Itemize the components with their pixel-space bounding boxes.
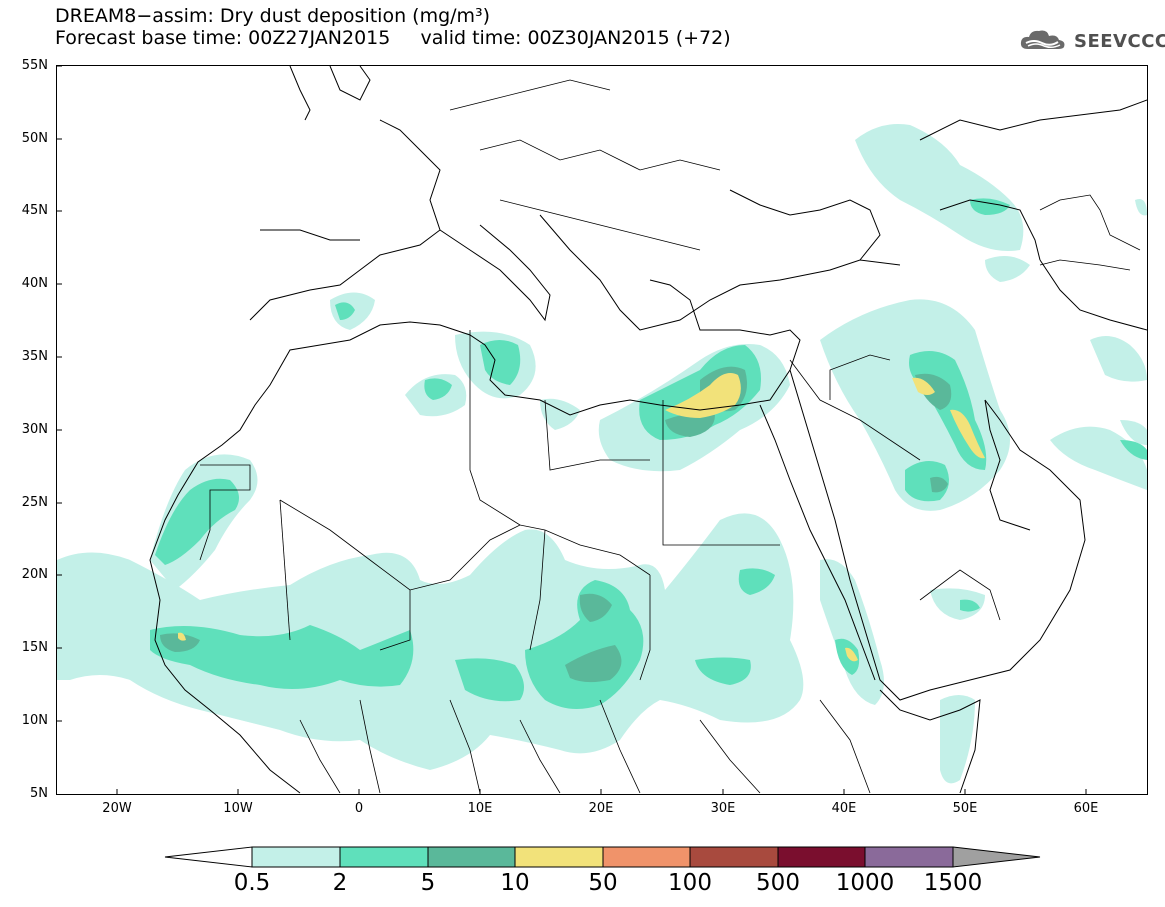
colorbar-bin-500 <box>777 846 866 868</box>
chart-subtitle: Forecast base time: 00Z27JAN2015 valid t… <box>55 27 731 49</box>
map-frame <box>56 65 1148 795</box>
lon-label: 30E <box>710 801 736 816</box>
colorbar-bin-2 <box>339 846 429 868</box>
colorbar-label: 0.5 <box>233 870 271 896</box>
lat-label: 25N <box>21 495 48 510</box>
colorbar-under-arrow <box>164 846 253 868</box>
country-borders <box>199 79 1141 794</box>
lat-label: 45N <box>21 203 48 218</box>
dust-shading-level-10 <box>178 372 985 662</box>
colorbar-label: 50 <box>588 870 618 896</box>
lat-label: 40N <box>21 276 48 291</box>
lat-label: 30N <box>21 422 48 437</box>
lat-label: 50N <box>21 131 48 146</box>
lon-label: 10W <box>223 801 253 816</box>
colorbar-bin-10 <box>514 846 604 868</box>
lon-label: 40E <box>831 801 857 816</box>
lon-label: 50E <box>952 801 978 816</box>
colorbar-bin-100 <box>689 846 779 868</box>
colorbar-label: 1500 <box>923 870 983 896</box>
lat-label: 55N <box>21 58 48 73</box>
colorbar-label: 100 <box>668 870 712 896</box>
colorbar <box>164 846 1041 868</box>
colorbar-bin-1000 <box>864 846 954 868</box>
lon-label: 20E <box>588 801 614 816</box>
lat-label: 15N <box>21 640 48 655</box>
colorbar-bin-5 <box>427 846 516 868</box>
lat-label: 35N <box>21 349 48 364</box>
colorbar-over-arrow <box>952 846 1041 868</box>
colorbar-bin-50 <box>602 846 691 868</box>
colorbar-label: 10 <box>500 870 530 896</box>
colorbar-label: 1000 <box>835 870 895 896</box>
colorbar-label: 5 <box>420 870 436 896</box>
axis-ticks <box>56 65 1087 794</box>
lat-label: 20N <box>21 567 48 582</box>
lat-label: 10N <box>21 713 48 728</box>
colorbar-label: 2 <box>332 870 348 896</box>
lon-label: 20W <box>102 801 132 816</box>
chart-title: DREAM8−assim: Dry dust deposition (mg/m³… <box>55 5 491 27</box>
cloud-icon <box>1020 30 1065 49</box>
seevccc-logo: SEEVCCC <box>1018 27 1165 57</box>
colorbar-label: 500 <box>756 870 800 896</box>
lon-label: 0 <box>354 801 364 816</box>
lon-label: 60E <box>1073 801 1099 816</box>
colorbar-bin-0.5 <box>251 846 341 868</box>
logo-text: SEEVCCC <box>1074 31 1165 52</box>
coastlines <box>149 66 1147 794</box>
lat-label: 5N <box>30 786 48 801</box>
lon-label: 10E <box>467 801 493 816</box>
